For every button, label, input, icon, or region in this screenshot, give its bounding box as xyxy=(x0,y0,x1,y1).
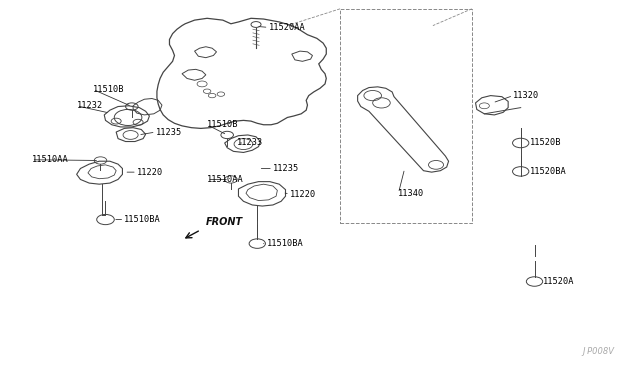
Text: 11510BA: 11510BA xyxy=(124,215,161,224)
Text: 11235: 11235 xyxy=(156,128,182,137)
Text: 11340: 11340 xyxy=(398,189,425,198)
Bar xyxy=(340,9,472,223)
Text: 11510AA: 11510AA xyxy=(207,175,244,184)
Text: 11520AA: 11520AA xyxy=(269,23,305,32)
Text: 11510B: 11510B xyxy=(207,120,239,129)
Text: 11520BA: 11520BA xyxy=(530,167,567,176)
Text: 11320: 11320 xyxy=(513,91,540,100)
Text: J P008V: J P008V xyxy=(583,347,615,356)
Text: 11220: 11220 xyxy=(137,168,163,177)
Text: 11233: 11233 xyxy=(237,138,264,147)
Text: 11510BA: 11510BA xyxy=(267,239,303,248)
Text: 11235: 11235 xyxy=(273,164,300,173)
Text: 11510AA: 11510AA xyxy=(31,155,68,164)
Text: 11232: 11232 xyxy=(77,101,103,110)
Text: 11520B: 11520B xyxy=(530,138,562,147)
Text: 11520A: 11520A xyxy=(543,277,574,286)
Text: 11510B: 11510B xyxy=(93,85,124,94)
Text: 11220: 11220 xyxy=(290,189,316,199)
Text: FRONT: FRONT xyxy=(206,217,243,227)
